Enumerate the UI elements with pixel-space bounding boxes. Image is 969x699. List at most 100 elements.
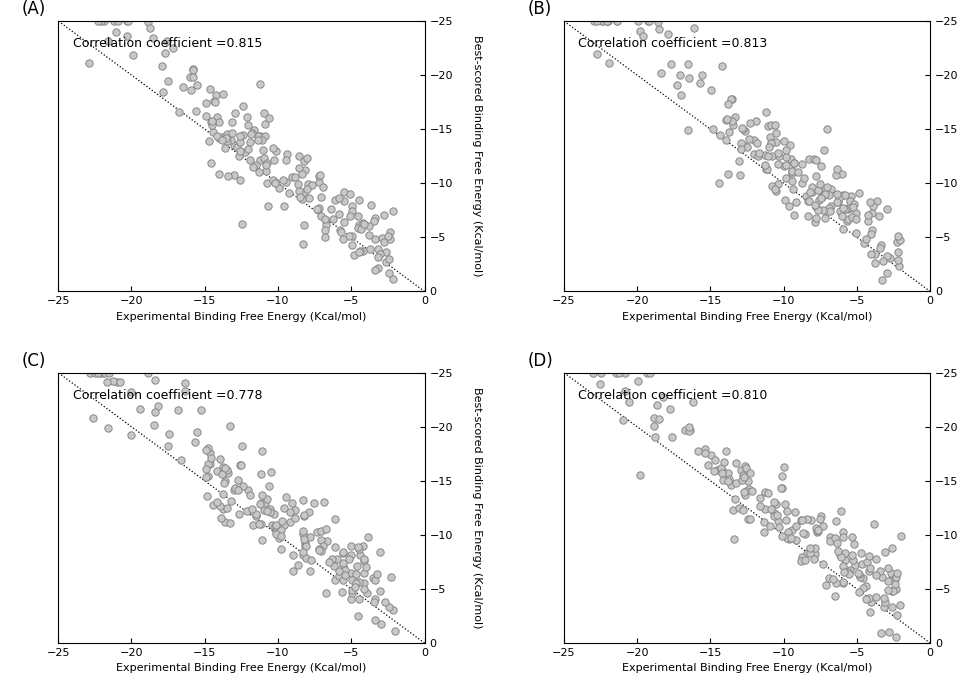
Point [774,531,790,542]
Point [367,575,383,586]
Point [595,15,610,27]
Point [804,182,820,193]
Point [253,498,268,509]
Point [301,507,317,518]
Point [344,206,359,217]
Point [888,631,903,642]
Point [890,567,905,578]
Point [311,176,327,187]
Point [132,403,147,415]
Point [836,566,852,577]
Point [265,174,280,185]
Point [811,185,827,196]
Point [763,131,778,143]
Point [344,231,359,242]
Point [318,214,333,225]
Point [759,163,774,174]
Point [829,163,845,174]
Point [203,158,218,169]
Point [311,203,327,214]
Point [778,152,794,163]
Point [765,150,780,161]
Point [681,421,697,433]
X-axis label: Experimental Binding Free Energy (Kcal/mol): Experimental Binding Free Energy (Kcal/m… [116,663,366,674]
Point [852,568,867,579]
Text: Correlation coefficient =0.810: Correlation coefficient =0.810 [578,389,767,402]
Point [780,526,796,538]
Point [204,115,220,127]
Point [822,189,837,201]
Point [808,171,824,182]
Point [327,514,342,525]
Point [225,127,240,138]
Point [187,436,203,447]
Point [726,119,741,130]
Point [830,196,846,208]
Point [777,160,793,171]
Point [795,552,810,563]
Point [766,184,782,195]
Point [863,228,879,239]
Point [833,552,849,563]
Point [768,186,784,197]
Point [350,541,365,552]
Point [302,531,318,542]
Point [785,168,800,179]
Point [344,540,359,552]
Point [777,194,793,206]
Point [585,367,601,378]
Point [736,471,752,482]
Point [311,544,327,555]
Y-axis label: Best-scored Binding Free Energy (Kcal/mol): Best-scored Binding Free Energy (Kcal/mo… [472,387,483,628]
Point [189,427,204,438]
Point [377,237,392,248]
Point [294,168,309,180]
Point [852,187,867,199]
Point [885,574,900,585]
Point [766,507,781,519]
Point [361,220,377,231]
Point [750,150,766,161]
Point [761,120,776,131]
Point [246,124,262,136]
Point [738,485,754,496]
Point [778,160,794,171]
Point [761,150,776,161]
Point [825,533,840,545]
Point [874,571,890,582]
Point [857,238,872,249]
Point [217,143,233,154]
Point [837,204,853,215]
Point [233,145,248,157]
Point [259,166,274,177]
Point [757,159,772,170]
Point [203,447,218,458]
Point [268,528,284,539]
Point [814,192,829,203]
Point [353,549,368,561]
Point [201,136,216,147]
Point [881,563,896,574]
Point [848,207,863,218]
Point [268,525,284,536]
Point [102,367,117,378]
Point [779,173,795,184]
Point [885,586,900,597]
Point [222,517,237,528]
Point [859,593,874,605]
Point [240,144,256,155]
Point [220,171,235,182]
Point [763,520,778,531]
Point [341,554,357,565]
Point [840,215,856,226]
Point [226,484,241,496]
Point [177,377,193,389]
Point [370,262,386,273]
Point [240,120,256,131]
Point [296,495,311,506]
Point [342,188,358,199]
Point [876,602,891,613]
Point [885,542,900,553]
Point [763,119,778,130]
Point [99,377,114,388]
